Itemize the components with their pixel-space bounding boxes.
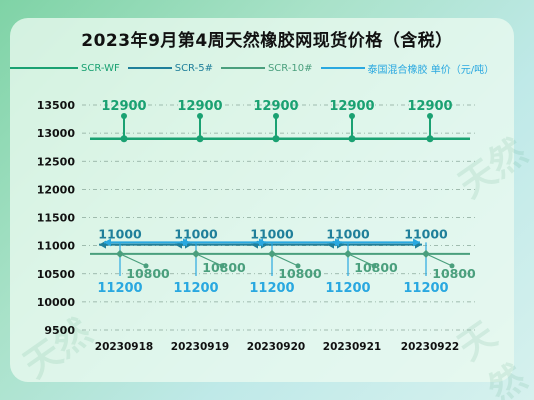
- data-point-scr-wf: [120, 135, 128, 143]
- data-label-scr-10: 10800: [278, 266, 322, 281]
- legend-label: SCR-10#: [267, 62, 313, 74]
- leader-line-scr-10: [425, 253, 453, 267]
- legend-label: 泰国混合橡胶 单价（元/吨）: [367, 64, 495, 76]
- legend-swatch: [320, 67, 365, 69]
- data-label-thai: 11200: [173, 281, 218, 296]
- chart-title: 2023年9月第4周天然橡胶网现货价格（含税）: [81, 31, 453, 51]
- data-label-scr-10: 10800: [202, 260, 246, 275]
- legend-swatch: [10, 67, 78, 69]
- leader-end-scr-wf: [349, 113, 355, 119]
- legend-item: 泰国混合橡胶 单价（元/吨）: [320, 61, 495, 76]
- data-point-scr-wf: [196, 135, 204, 143]
- data-label-scr-5: 11000: [250, 227, 294, 242]
- leader-line-scr-10: [119, 253, 147, 267]
- data-label-scr-5: 11000: [98, 227, 142, 242]
- legend-item: SCR-10#: [220, 62, 313, 74]
- x-tick-label: 20230921: [323, 341, 381, 353]
- data-label-thai: 11200: [325, 281, 370, 296]
- y-tick-label: 12000: [37, 183, 76, 196]
- legend-item: SCR-WF: [10, 63, 120, 74]
- y-tick-label: 13000: [37, 127, 76, 140]
- y-tick-label: 9500: [44, 324, 75, 337]
- data-label-scr-wf: 12900: [329, 99, 374, 114]
- x-tick-label: 20230918: [95, 341, 153, 353]
- data-point-scr-wf: [348, 135, 356, 143]
- x-tick-label: 20230920: [247, 341, 305, 353]
- legend-label: SCR-5#: [174, 62, 213, 74]
- data-point-scr-wf: [426, 135, 434, 143]
- data-label-scr-10: 10800: [354, 260, 398, 275]
- leader-end-scr-10: [219, 263, 225, 269]
- y-tick-label: 11000: [37, 240, 76, 253]
- data-label-thai: 11200: [249, 281, 294, 296]
- leader-end-scr-10: [371, 263, 377, 269]
- legend-swatch: [220, 67, 265, 69]
- x-tick-label: 20230919: [171, 341, 229, 353]
- leader-line-scr-10: [271, 253, 299, 267]
- data-label-scr-wf: 12900: [101, 99, 146, 114]
- leader-end-scr-wf: [197, 113, 203, 119]
- legend-swatch: [127, 67, 172, 69]
- data-label-scr-wf: 12900: [253, 99, 298, 114]
- chart-legend: SCR-WF SCR-5# SCR-10# 泰国混合橡胶 单价（元/吨）: [10, 60, 530, 76]
- x-tick-label: 20230922: [401, 341, 459, 353]
- series-segment-thai-head: [332, 238, 339, 247]
- y-tick-label: 12500: [37, 155, 76, 168]
- legend-label: SCR-WF: [81, 62, 120, 74]
- data-label-scr-5: 11000: [404, 227, 448, 242]
- data-label-scr-5: 11000: [174, 227, 218, 242]
- series-segment-thai-head: [104, 238, 111, 247]
- data-label-scr-wf: 12900: [407, 99, 452, 114]
- series-segment-thai-head: [256, 238, 263, 247]
- data-label-thai: 11200: [97, 281, 142, 296]
- leader-line-scr-10: [195, 253, 223, 267]
- series-segment-thai-head: [413, 238, 420, 247]
- data-label-scr-wf: 12900: [177, 99, 222, 114]
- chart-panel: [10, 18, 514, 382]
- y-tick-label: 10500: [37, 268, 76, 281]
- y-tick-label: 10000: [37, 296, 76, 309]
- leader-end-scr-wf: [121, 113, 127, 119]
- legend-item: SCR-5#: [127, 62, 213, 74]
- data-label-scr-5: 11000: [326, 227, 370, 242]
- data-label-thai: 11200: [403, 281, 448, 296]
- data-point-scr-wf: [272, 135, 280, 143]
- leader-end-scr-wf: [427, 113, 433, 119]
- leader-end-scr-wf: [273, 113, 279, 119]
- data-label-scr-10: 10800: [432, 266, 476, 281]
- y-tick-label: 13500: [37, 99, 76, 112]
- series-segment-thai-head: [180, 238, 187, 247]
- data-label-scr-10: 10800: [126, 266, 170, 281]
- leader-end-scr-10: [449, 263, 455, 269]
- leader-end-scr-10: [143, 263, 149, 269]
- leader-end-scr-10: [295, 263, 301, 269]
- y-tick-label: 11500: [37, 212, 76, 225]
- leader-line-scr-10: [347, 253, 375, 267]
